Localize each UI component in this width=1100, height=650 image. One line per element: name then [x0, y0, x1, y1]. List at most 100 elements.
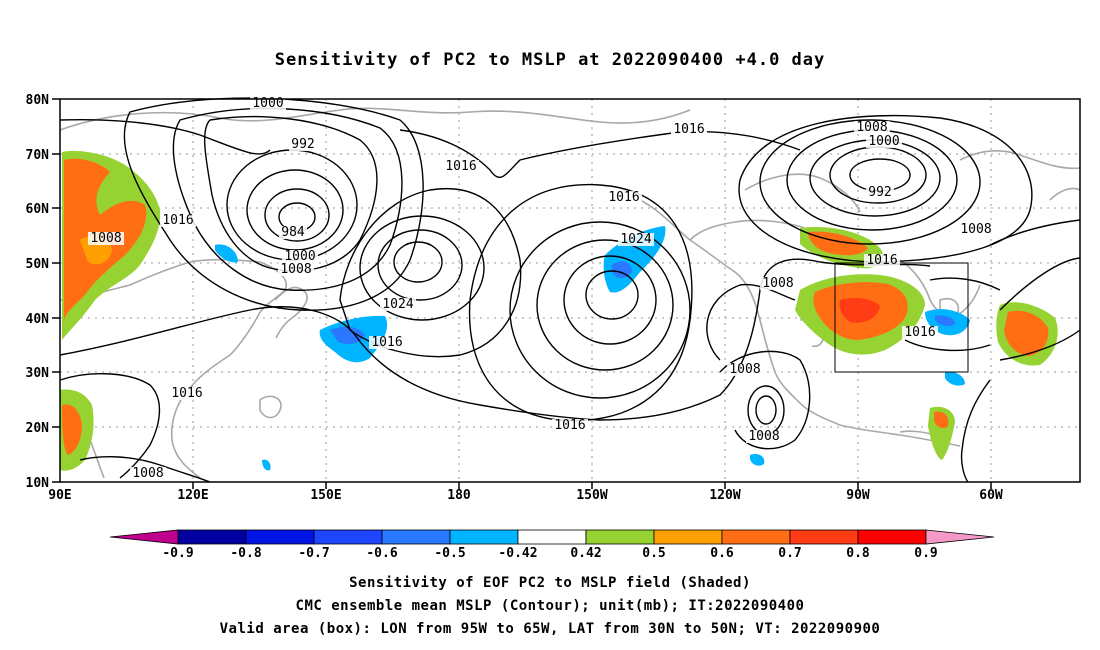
colorbar-label: -0.9 [162, 546, 193, 561]
contour-label-bg [727, 363, 763, 376]
colorbar-label: 0.42 [570, 546, 601, 561]
tick-marks [52, 98, 992, 489]
contour-label: 1008 [280, 262, 311, 277]
caption-valid-area: Valid area (box): LON from 95W to 65W, L… [219, 621, 881, 637]
contour-label: 1008 [748, 429, 779, 444]
colorbar-swatch [585, 529, 655, 545]
contour-label-bg [169, 387, 205, 400]
colorbar-swatch [449, 529, 519, 545]
chart-title: Sensitivity of PC2 to MSLP at 2022090400… [274, 50, 826, 70]
contour-label-bg [160, 214, 196, 227]
contour-label-bg [369, 336, 405, 349]
valid-area-box [834, 262, 969, 373]
colorbar-swatch [517, 529, 587, 545]
contour-label-bg [606, 191, 642, 204]
colorbar-label: 0.6 [710, 546, 734, 561]
colorbar-label: -0.6 [366, 546, 397, 561]
contour-label: 1008 [729, 362, 760, 377]
contour-label: 1008 [762, 276, 793, 291]
contour-label-bg [746, 430, 782, 443]
contour-label-bg [279, 226, 307, 239]
contour-label: 1016 [866, 253, 897, 268]
colorbar-swatch [313, 529, 383, 545]
contour-label: 1016 [673, 122, 704, 137]
lon-label: 120E [177, 488, 208, 503]
contour-label-bg [552, 419, 588, 432]
colorbar-label: 0.9 [914, 546, 937, 561]
colorbar-swatch [177, 529, 247, 545]
lat-label: 20N [26, 421, 50, 436]
contour-label-bg [289, 138, 317, 151]
lon-label: 90E [48, 488, 71, 503]
colorbar-labels: -0.9 -0.8 -0.7 -0.6 -0.5 -0.42 0.42 0.5 … [162, 546, 937, 561]
contour-label-bg [250, 97, 286, 110]
contour-label: 1016 [171, 386, 202, 401]
colorbar-label: -0.8 [230, 546, 261, 561]
colorbar-swatch [789, 529, 859, 545]
graticule [60, 99, 1080, 482]
contour-label-bg [278, 263, 314, 276]
caption-shaded: Sensitivity of EOF PC2 to MSLP field (Sh… [349, 575, 751, 591]
contour-label: 1016 [162, 213, 193, 228]
lon-label: 150E [310, 488, 341, 503]
contour-label-bg [88, 232, 124, 245]
sensitivity-shading [60, 150, 1058, 471]
colorbar-label: -0.7 [298, 546, 329, 561]
lat-label: 10N [26, 476, 50, 491]
contour-label: 1024 [382, 297, 413, 312]
lat-label: 80N [26, 93, 50, 108]
colorbar-swatch [857, 529, 927, 545]
contour-label-bg [618, 233, 654, 246]
lat-labels: 80N 70N 60N 50N 40N 30N 20N 10N [26, 93, 50, 491]
caption-contour: CMC ensemble mean MSLP (Contour); unit(m… [295, 598, 805, 614]
lon-label: 120W [709, 488, 740, 503]
lon-labels: 90E 120E 150E 180 150W 120W 90W 60W [48, 488, 1003, 503]
contour-label: 1024 [620, 232, 651, 247]
colorbar-low-cap [109, 529, 179, 545]
contour-label: 992 [291, 137, 314, 152]
colorbar-high-cap [925, 529, 995, 545]
contour-label-bg [854, 121, 890, 134]
contour-label-bg [902, 326, 938, 339]
contour-label: 1000 [868, 134, 899, 149]
colorbar-swatch [653, 529, 723, 545]
lat-label: 30N [26, 366, 50, 381]
contour-label-bg [866, 186, 894, 199]
lat-label: 60N [26, 202, 50, 217]
contour-label: 1016 [554, 418, 585, 433]
colorbar-label: 0.7 [778, 546, 801, 561]
contour-labels: 1000992984100010081008101610161024101610… [88, 96, 994, 481]
contour-label: 1000 [284, 249, 315, 264]
colorbar-label: 0.8 [846, 546, 870, 561]
contour-label-bg [864, 254, 900, 267]
contour-label-bg [760, 277, 796, 290]
lat-label: 40N [26, 312, 50, 327]
contour-label-bg [380, 298, 416, 311]
contour-label-bg [130, 467, 166, 480]
contour-label: 992 [868, 185, 891, 200]
contour-label: 1008 [960, 222, 991, 237]
colorbar-label: -0.42 [498, 546, 537, 561]
contour-label: 1016 [371, 335, 402, 350]
colorbar-label: 0.5 [642, 546, 665, 561]
lon-label: 90W [846, 488, 870, 503]
colorbar-swatch [381, 529, 451, 545]
colorbar-label: -0.5 [434, 546, 465, 561]
colorbar [109, 529, 995, 545]
lat-label: 50N [26, 257, 50, 272]
contour-label: 1008 [132, 466, 163, 481]
contour-label: 1016 [445, 159, 476, 174]
contour-label: 1008 [856, 120, 887, 135]
contour-label: 984 [281, 225, 305, 240]
contour-label: 1008 [90, 231, 121, 246]
contour-label-bg [443, 160, 479, 173]
lon-label: 60W [979, 488, 1003, 503]
contour-label: 1016 [608, 190, 639, 205]
contour-label: 1016 [904, 325, 935, 340]
colorbar-swatch [721, 529, 791, 545]
contour-label-bg [282, 250, 318, 263]
contour-label-bg [866, 135, 902, 148]
colorbar-swatch [245, 529, 315, 545]
contour-label-bg [671, 123, 707, 136]
